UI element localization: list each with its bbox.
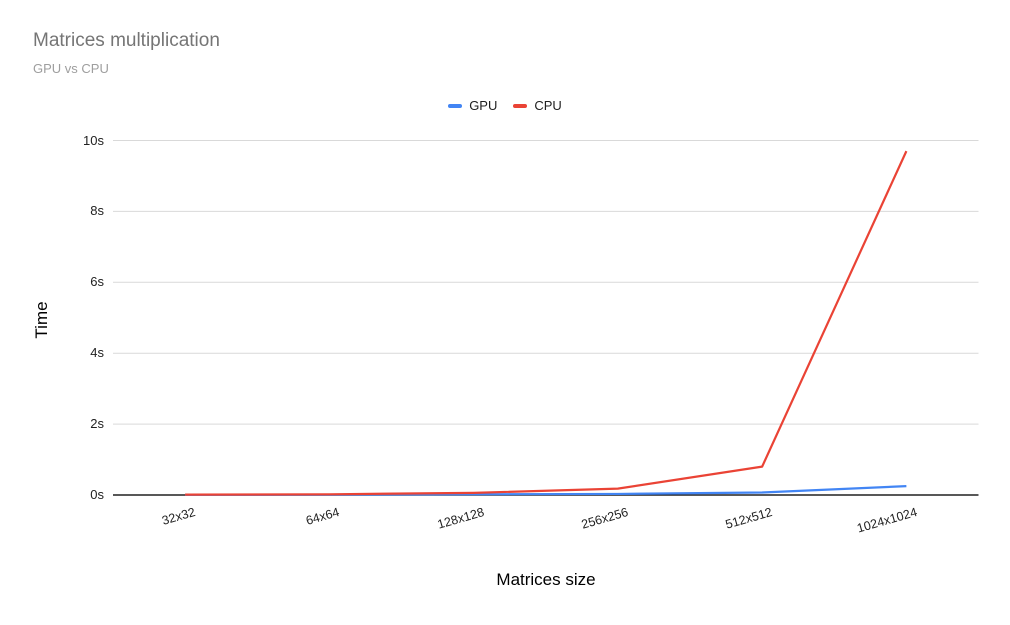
y-tick-label: 0s [90,487,104,502]
legend-swatch-icon [448,103,463,108]
y-tick-label: 4s [90,345,104,361]
y-tick-label: 2s [90,416,104,432]
legend-label: CPU [534,98,562,113]
x-axis-title: Matrices size [496,570,596,589]
legend-item-cpu: CPU [513,98,562,113]
legend-swatch-icon [513,103,528,108]
chart-title: Matrices multiplication [33,30,220,51]
chart-legend: GPU CPU [0,98,1010,113]
y-tick-label: 6s [90,274,104,290]
y-axis-title: Time [32,301,51,339]
y-tick-label: 10s [83,132,104,148]
legend-label: GPU [469,98,498,113]
series-line-cpu [185,150,908,496]
chart-subtitle: GPU vs CPU [33,61,109,76]
legend-item-gpu: GPU [448,98,497,113]
y-tick-label: 8s [90,203,104,219]
